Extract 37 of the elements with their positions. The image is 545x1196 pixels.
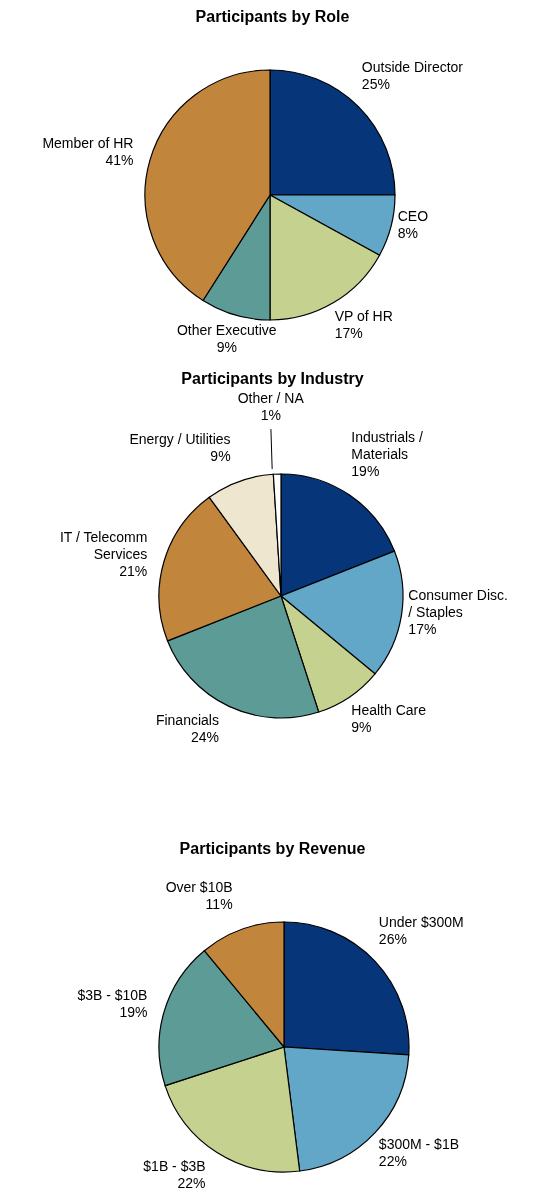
data-label: 25% (361, 76, 390, 93)
data-label: 8% (397, 224, 418, 241)
chart-title: Participants by Industry (180, 370, 365, 388)
slice-label: CEO (397, 207, 429, 224)
slice-label: $3B - $10B (77, 987, 148, 1004)
data-label: 11% (205, 896, 233, 913)
data-label: 19% (119, 1004, 148, 1021)
data-label: 17% (334, 324, 363, 341)
slice-label: IT / Telecomm Services (59, 528, 148, 562)
slice-label: VP of HR (334, 307, 393, 324)
data-label: 17% (408, 620, 437, 637)
slice-label: $300M - $1B (378, 1135, 460, 1152)
data-label: 22% (177, 1174, 206, 1191)
chart-title: Participants by Role (194, 8, 351, 26)
data-label: 9% (351, 718, 372, 735)
data-label: 21% (119, 562, 148, 579)
slice-label: Outside Director (361, 59, 464, 76)
data-label: 9% (210, 447, 231, 464)
data-label: 19% (351, 463, 380, 480)
slice-label: Consumer Disc. / Staples (408, 586, 508, 620)
data-label: 9% (216, 338, 237, 355)
slice-label: Financials (155, 712, 219, 729)
slice-label: Member of HR (42, 135, 134, 152)
data-label: 24% (190, 729, 219, 746)
chart-title: Participants by Revenue (178, 840, 367, 858)
slice-label: Under $300M (378, 914, 464, 931)
slice-label: Health Care (351, 701, 427, 718)
data-label: 1% (260, 407, 281, 424)
slice-label: $1B - $3B (143, 1157, 206, 1174)
slice-label: Other / NA (237, 390, 305, 407)
slice-label: Over $10B (165, 879, 233, 896)
data-label: 22% (378, 1152, 407, 1169)
data-label: 41% (105, 152, 134, 169)
slice-label: Energy / Utilities (129, 430, 231, 447)
slice-label: Other Executive (176, 321, 277, 338)
data-label: 26% (378, 931, 407, 948)
slice-label: Industrials / Materials (351, 429, 424, 463)
